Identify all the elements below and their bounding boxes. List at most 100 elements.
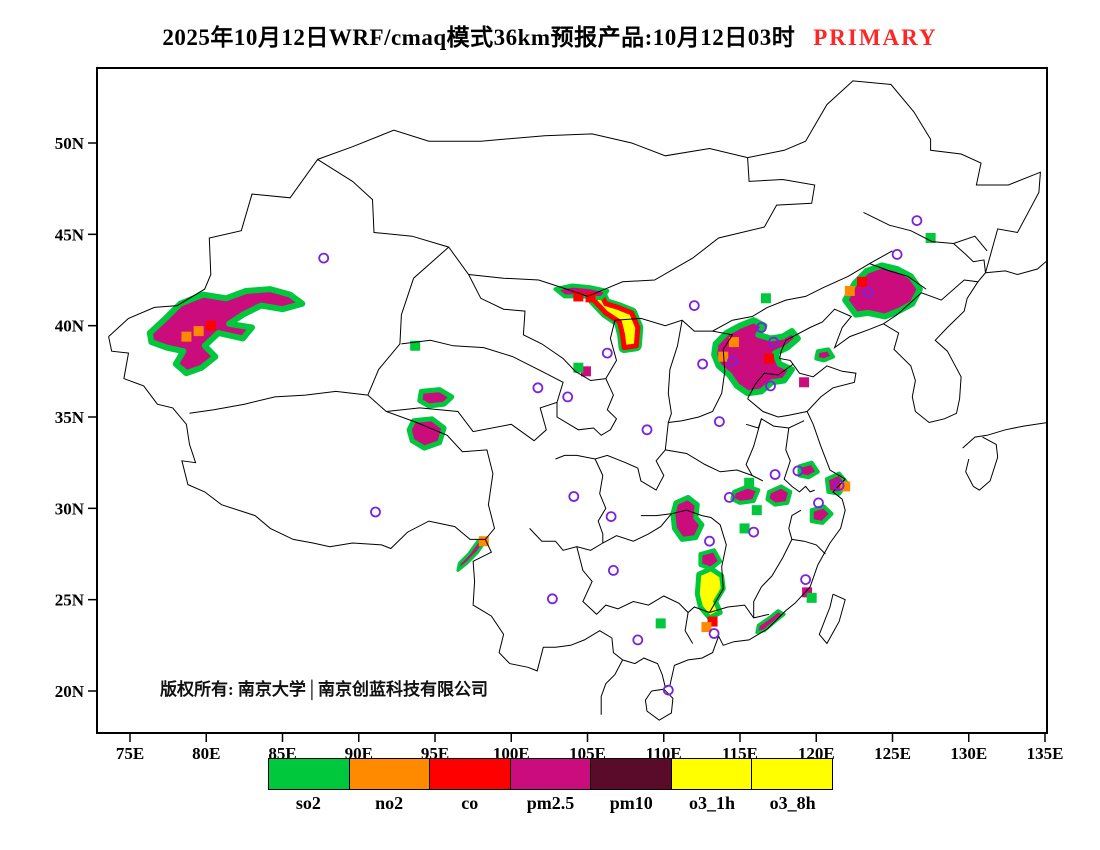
basemap-line-1 <box>644 688 674 721</box>
cell-co <box>857 276 867 287</box>
cell-no2 <box>844 285 855 296</box>
basemap-line-3 <box>883 281 979 424</box>
basemap-line-7 <box>317 129 748 160</box>
cell-so2 <box>573 362 584 373</box>
city-marker <box>756 322 767 333</box>
basemap-line-14 <box>667 320 734 424</box>
city-marker <box>688 300 700 312</box>
y-tick-label: 45N <box>55 225 85 244</box>
basemap-line-8 <box>600 659 624 715</box>
cell-co <box>573 291 584 302</box>
cell-pm2.5 <box>802 587 813 598</box>
region-hengyang <box>698 548 723 571</box>
basemap-line-26 <box>640 509 721 526</box>
legend-swatch-pm10 <box>591 759 672 789</box>
basemap-line-10 <box>367 246 450 396</box>
city-marker <box>792 465 804 477</box>
legend-swatch-co <box>430 759 511 789</box>
page-title: 2025年10月12日WRF/cmaq模式36km预报产品:10月12日03时 P… <box>0 18 1100 52</box>
city-marker <box>911 215 923 227</box>
basemap-line-2 <box>818 593 846 645</box>
y-tick-label: 20N <box>55 682 85 701</box>
cell-co <box>205 320 216 331</box>
basemap-line-28 <box>869 263 927 290</box>
city-marker <box>370 506 381 518</box>
city-marker <box>708 628 720 639</box>
basemap-line-15 <box>555 422 669 491</box>
cell-so2 <box>655 618 666 629</box>
legend-label-pm2.5: pm2.5 <box>526 793 575 813</box>
region-qinghai-north <box>417 387 455 409</box>
region-anhui-south <box>765 484 793 507</box>
cell-so2 <box>806 592 817 603</box>
basemap-line-0 <box>108 80 1041 688</box>
basemap-line-29 <box>594 458 607 543</box>
basemap-line-33 <box>953 243 986 273</box>
city-marker <box>532 382 544 394</box>
y-tick-label: 25N <box>55 591 85 610</box>
cell-no2 <box>181 331 192 342</box>
basemap-line-18 <box>665 449 764 482</box>
basemap-line-30 <box>788 509 826 555</box>
cell-pm2.5 <box>580 366 591 377</box>
city-marker <box>662 684 674 696</box>
x-tick-label: 80E <box>192 744 220 763</box>
cell-so2 <box>744 477 755 488</box>
legend-swatch-o3_8h <box>752 759 833 789</box>
cell-so2 <box>760 293 771 304</box>
x-tick-label: 130E <box>950 744 987 763</box>
city-marker <box>714 416 725 428</box>
x-tick-label: 135E <box>1027 744 1064 763</box>
legend-swatch-no2 <box>349 759 431 789</box>
legend-label-so2: so2 <box>295 793 321 813</box>
legend-label-pm10: pm10 <box>609 793 653 813</box>
legend-swatch-so2 <box>269 759 350 789</box>
cell-pm2.5 <box>799 377 810 388</box>
city-marker <box>765 380 776 392</box>
cell-no2 <box>701 622 712 633</box>
city-marker <box>862 287 874 299</box>
legend-labels: so2 no2 co pm2.5 pm10 o3_1h o3_8h <box>268 793 833 814</box>
pollutant-regions <box>146 232 936 634</box>
x-tick-label: 75E <box>116 744 144 763</box>
legend-label-o3_8h: o3_8h <box>769 793 816 813</box>
y-tick-label: 40N <box>55 317 85 336</box>
cell-no2 <box>728 337 739 348</box>
basemap-line-9 <box>189 390 368 414</box>
cell-no2 <box>478 536 489 547</box>
basemap-line-19 <box>529 513 672 551</box>
cell-no2 <box>193 326 204 337</box>
basemap-line-22 <box>753 539 793 618</box>
region-hubei-east <box>730 484 761 505</box>
cell-no2 <box>840 481 851 492</box>
basemap-line-27 <box>863 211 988 252</box>
region-qinghai-south <box>406 416 447 451</box>
basemap-line-20 <box>576 546 770 619</box>
legend-label-o3_1h: o3_1h <box>688 793 735 813</box>
city-marker <box>697 358 708 370</box>
basemap-line-17 <box>747 398 808 418</box>
cell-so2 <box>925 232 936 243</box>
city-marker <box>813 497 824 509</box>
basemap-line-32 <box>556 378 618 436</box>
basemap-line-16 <box>747 363 794 399</box>
region-hetao-ozone <box>591 292 641 351</box>
city-marker <box>723 491 735 503</box>
city-markers <box>318 215 923 696</box>
city-marker <box>601 347 613 359</box>
cell-co <box>707 616 718 627</box>
city-marker <box>704 535 715 547</box>
region-shandong-coast <box>814 347 835 363</box>
title-text: 2025年10月12日WRF/cmaq模式36km预报产品:10月12日03时 <box>162 25 796 50</box>
city-marker <box>833 480 845 491</box>
map-frame <box>96 67 1048 734</box>
basemap-line-11 <box>367 394 496 540</box>
city-marker <box>800 574 811 585</box>
cell-so2 <box>739 523 750 534</box>
city-marker <box>632 634 644 646</box>
x-tick-label: 125E <box>874 744 911 763</box>
region-zhejiang <box>809 504 834 525</box>
basemap-line-6 <box>985 260 1046 276</box>
region-northeast <box>842 262 923 320</box>
